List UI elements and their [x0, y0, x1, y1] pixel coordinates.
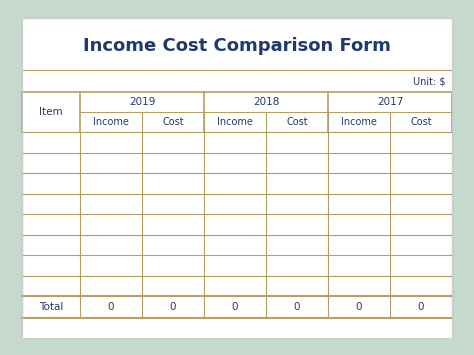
- Text: 0: 0: [356, 302, 362, 312]
- Text: 2017: 2017: [377, 97, 403, 107]
- Text: Income: Income: [217, 117, 253, 127]
- Text: Income Cost Comparison Form: Income Cost Comparison Form: [83, 37, 391, 55]
- Text: Income: Income: [341, 117, 377, 127]
- Text: 0: 0: [232, 302, 238, 312]
- Text: 0: 0: [294, 302, 300, 312]
- Text: Cost: Cost: [410, 117, 432, 127]
- Text: 2019: 2019: [129, 97, 155, 107]
- Text: Income: Income: [93, 117, 129, 127]
- Text: 2018: 2018: [253, 97, 279, 107]
- Text: 0: 0: [170, 302, 176, 312]
- Text: 0: 0: [418, 302, 424, 312]
- Text: Cost: Cost: [286, 117, 308, 127]
- Text: 0: 0: [108, 302, 114, 312]
- Text: Cost: Cost: [162, 117, 184, 127]
- Text: Total: Total: [39, 302, 63, 312]
- Text: Unit: $: Unit: $: [413, 76, 446, 86]
- Text: Item: Item: [39, 107, 63, 117]
